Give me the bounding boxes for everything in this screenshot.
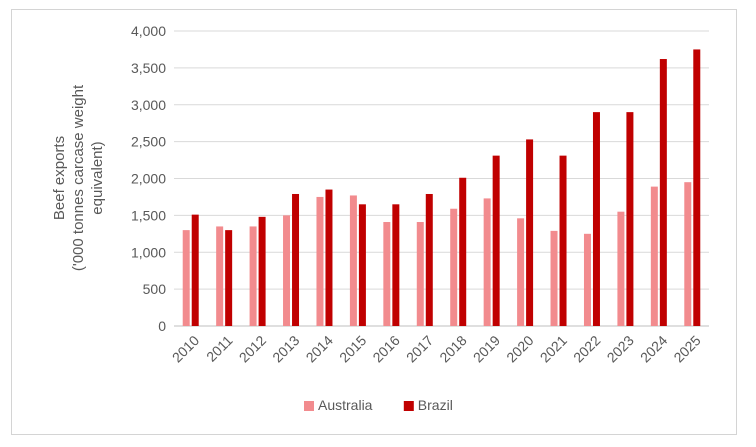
bar-australia-2015 <box>349 195 357 326</box>
bar-brazil-2025 <box>693 49 701 326</box>
x-tick-label: 2020 <box>503 332 536 365</box>
bar-brazil-2017 <box>425 193 433 326</box>
legend: Australia Brazil <box>304 397 453 413</box>
legend-swatch-brazil <box>403 401 414 411</box>
bar-brazil-2021 <box>559 155 567 326</box>
x-tick-label: 2013 <box>269 332 302 365</box>
x-tick-label: 2024 <box>637 332 670 365</box>
bar-brazil-2011 <box>225 230 233 326</box>
y-axis-label-line: Beef exports <box>51 136 68 220</box>
legend-label-australia: Australia <box>318 397 373 413</box>
y-tick-label: 3,000 <box>131 97 166 113</box>
x-tick-label: 2012 <box>236 332 269 365</box>
y-tick-label: 2,500 <box>131 134 166 150</box>
x-axis-ticks: 2010 2011 2012 2013 2014 2015 2016 2017 2018 2019… <box>169 332 704 365</box>
bar-chart: 05001,0001,5002,0002,5003,0003,5004,000 … <box>51 23 709 413</box>
bar-brazil-2014 <box>325 189 333 326</box>
bars <box>182 49 701 327</box>
bar-brazil-2010 <box>191 214 199 326</box>
bar-brazil-2022 <box>592 112 600 326</box>
bar-australia-2024 <box>650 186 658 326</box>
x-tick-label: 2017 <box>403 332 436 365</box>
chart-frame: 0 500 1,000 1,500 2,000 2,500 3,000 3,500 4,000 … <box>11 9 737 435</box>
x-tick-label: 2019 <box>470 332 503 365</box>
bar-brazil-2020 <box>526 139 534 326</box>
y-tick-label: 0 <box>158 318 166 334</box>
legend-label-brazil: Brazil <box>418 397 453 413</box>
x-tick-label: 2014 <box>303 332 336 365</box>
y-axis-label: Beef exports ('000 tonnes carcase weight e… <box>51 84 106 271</box>
bar-brazil-2023 <box>626 112 634 326</box>
bar-brazil-2018 <box>459 177 467 326</box>
x-tick-label: 2015 <box>336 332 369 365</box>
bar-brazil-2016 <box>392 204 400 326</box>
bar-australia-2025 <box>684 182 692 326</box>
x-tick-label: 2016 <box>369 332 402 365</box>
bar-brazil-2024 <box>659 59 667 327</box>
bar-brazil-2012 <box>258 216 266 326</box>
x-tick-label: 2021 <box>537 332 570 365</box>
bar-australia-2013 <box>283 215 291 326</box>
y-tick-label: 500 <box>143 281 167 297</box>
bar-australia-2016 <box>383 222 391 326</box>
x-tick-label: 2011 <box>203 332 236 365</box>
y-tick-label: 1,000 <box>131 244 166 260</box>
y-axis-ticks: 0 500 1,000 1,500 2,000 2,500 3,000 3,500 4,000 <box>131 23 166 334</box>
bar-australia-2010 <box>182 230 190 326</box>
bar-australia-2018 <box>450 208 458 326</box>
y-tick-label: 1,500 <box>131 207 166 223</box>
y-axis-label-line: equivalent) <box>89 141 106 214</box>
bar-australia-2014 <box>316 196 324 326</box>
bar-australia-2020 <box>517 218 525 326</box>
bar-australia-2012 <box>249 226 257 326</box>
x-tick-label: 2010 <box>169 332 202 365</box>
y-tick-label: 3,500 <box>131 60 166 76</box>
bar-brazil-2013 <box>292 193 300 326</box>
y-tick-label: 2,000 <box>131 171 166 187</box>
bar-australia-2022 <box>583 233 591 326</box>
y-axis-label-line: ('000 tonnes carcase weight <box>70 84 87 271</box>
bar-australia-2023 <box>617 211 625 326</box>
bar-australia-2021 <box>550 230 558 326</box>
bar-australia-2019 <box>483 198 491 326</box>
legend-swatch-australia <box>304 401 314 411</box>
bar-australia-2017 <box>416 222 424 326</box>
bar-brazil-2019 <box>492 155 500 326</box>
bar-brazil-2015 <box>358 204 366 326</box>
x-tick-label: 2018 <box>436 332 469 365</box>
x-tick-label: 2025 <box>670 332 703 365</box>
bar-australia-2011 <box>216 226 224 326</box>
y-tick-label: 4,000 <box>131 23 166 39</box>
x-tick-label: 2022 <box>570 332 603 365</box>
x-tick-label: 2023 <box>604 332 637 365</box>
